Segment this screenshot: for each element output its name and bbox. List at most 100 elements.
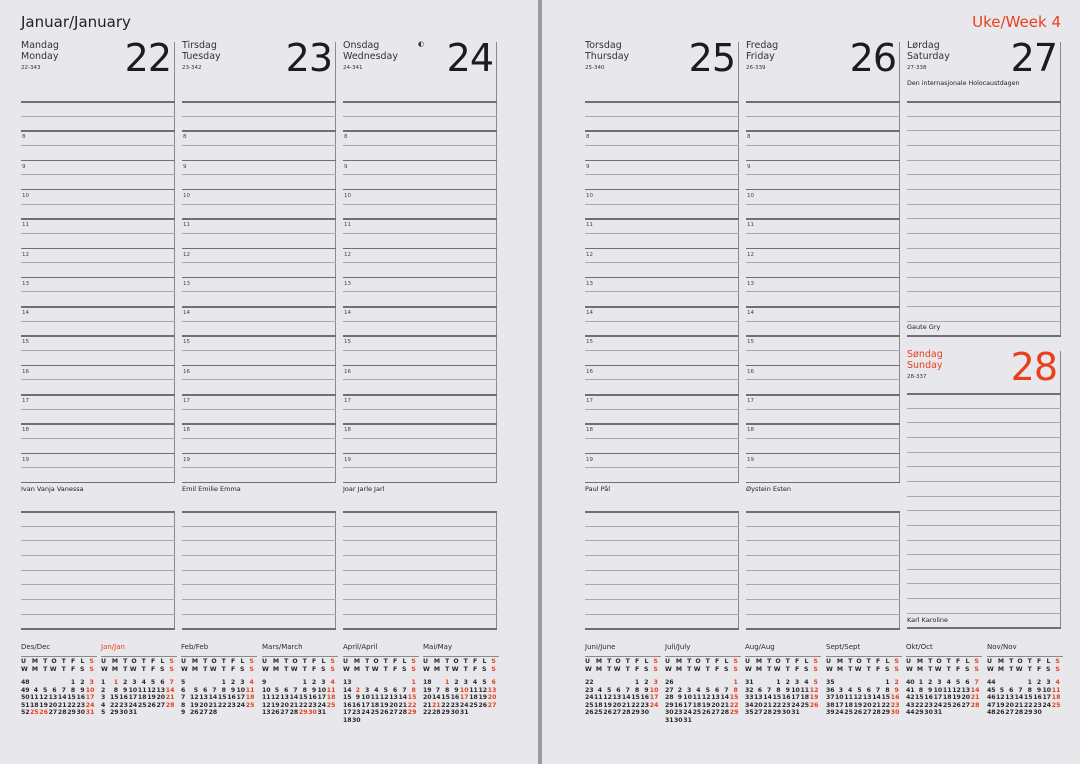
ruled-line (343, 350, 497, 352)
calendar-date: 22 (441, 701, 450, 709)
ruled-line (907, 554, 1061, 556)
calendar-date: 26 (39, 709, 48, 716)
ruled-line (182, 628, 336, 630)
calendar-date: 24 (791, 701, 800, 709)
ruled-line (746, 628, 900, 630)
calendar-date: 3 (794, 679, 800, 686)
week-header: U (906, 658, 912, 665)
calendar-date: 28 (1014, 709, 1024, 716)
hour-label: 15 (183, 339, 190, 346)
weekday-header: F (70, 658, 76, 665)
day-column-tuesday[interactable]: Tirsdag Tuesday 23-342 23 8 9 10 11 12 13 14 15 16 17… (182, 0, 336, 764)
calendar-date: 20 (961, 694, 971, 701)
ruled-line (585, 130, 739, 132)
week-number: 35 (826, 679, 835, 686)
day-column-friday[interactable]: Fredag Friday 26-339 26 8 9 10 11 12 13 14 15 16 17 18… (746, 0, 900, 764)
calendar-date: 3 (463, 679, 468, 686)
ruled-line (21, 188, 175, 191)
calendar-date: 17 (683, 701, 692, 709)
week-number: 15 (343, 694, 352, 701)
calendar-date: 13 (754, 694, 763, 701)
day-name-en: Thursday (585, 50, 630, 62)
week-number: 35 (745, 709, 754, 716)
weekday-header: O (936, 658, 942, 665)
calendar-date: 30 (781, 709, 791, 716)
week-header: W (665, 665, 672, 673)
ruled-line (585, 115, 739, 117)
weekday-header: T (463, 665, 468, 673)
calendar-date: 25 (326, 701, 336, 709)
ruled-line (746, 188, 900, 191)
weekday-header: S (249, 658, 254, 665)
week-number: 13 (262, 709, 271, 716)
day-number: 25 (688, 36, 736, 80)
ruled-line (585, 584, 739, 586)
calendar-date: 24 (128, 701, 138, 709)
day-column-wednesday[interactable]: Onsdag Wednesday 24-341 24 ◐ 8 9 10 11 12 13 14 15 16… (343, 0, 497, 764)
weekday-header: F (714, 665, 720, 673)
calendar-date: 3 (89, 679, 94, 686)
calendar-date: 19 (809, 694, 819, 701)
hour-label: 15 (586, 339, 593, 346)
ruled-line (585, 540, 739, 542)
calendar-date: 9 (311, 686, 317, 694)
day-column-saturday[interactable]: Lørdag Saturday 27-338 27 Den internasjonale… (907, 0, 1061, 764)
weekday-header: T (463, 658, 468, 665)
ruled-line (907, 218, 1061, 220)
day-column-sunday[interactable]: Søndag Sunday 28-337 28 Karl Karoline (907, 0, 1061, 764)
hour-label: 16 (344, 368, 351, 375)
divider (181, 656, 257, 657)
day-column-thursday[interactable]: Torsdag Thursday 25-340 25 8 9 10 11 12 13 14 15 16 1… (585, 0, 739, 764)
weekday-header: F (230, 665, 236, 673)
weekday-header: T (946, 658, 951, 665)
calendar-date: 21 (432, 701, 441, 709)
weekday-header: T (365, 658, 370, 665)
calendar-date: 26 (701, 709, 711, 716)
ruled-line (21, 511, 175, 513)
hour-label: 17 (586, 398, 593, 404)
week-header: W (21, 665, 28, 673)
calendar-date: 10 (317, 686, 327, 694)
week-number: 23 (585, 686, 594, 694)
hour-label: 11 (586, 222, 593, 229)
calendar-date: 24 (1042, 701, 1052, 709)
ruled-line (746, 115, 900, 117)
ruled-line (21, 276, 175, 279)
calendar-date: 8 (70, 686, 76, 694)
day-column-monday[interactable]: Mandag Monday 22-343 22 8 9 10 11 12 13 14 15 16 17 18… (21, 0, 175, 764)
calendar-date: 29 (729, 709, 739, 716)
calendar-date: 16 (119, 694, 128, 701)
calendar-date: 31 (85, 709, 95, 716)
calendar-date: 5 (857, 686, 862, 694)
calendar-date: 29 (915, 709, 924, 716)
calendar-date: 27 (961, 701, 971, 709)
ruled-line (182, 350, 336, 352)
calendar-date: 13 (389, 694, 398, 701)
calendar-date: 27 (754, 709, 763, 716)
weekday-header: T (687, 658, 692, 665)
calendar-date: 31 (459, 709, 469, 716)
hour-label: 9 (586, 163, 590, 170)
ruled-line (585, 101, 739, 103)
calendar-date: 28 (165, 701, 175, 709)
ruled-line (182, 408, 336, 410)
weekday-header: T (141, 658, 146, 665)
calendar-date: 25 (469, 701, 478, 709)
calendar-date: 2 (454, 679, 459, 686)
weekday-header: F (875, 665, 881, 673)
calendar-date: 7 (212, 686, 217, 694)
calendar-date: 28 (57, 709, 67, 716)
calendar-date: 18 (594, 701, 603, 709)
day-name-en: Tuesday (182, 50, 221, 62)
ruled-line (746, 379, 900, 381)
ruled-line (21, 144, 175, 146)
calendar-date: 23 (76, 701, 86, 709)
calendar-date: 25 (800, 701, 810, 709)
ruled-line (907, 510, 1061, 512)
calendar-date: 9 (80, 686, 85, 694)
calendar-date: 1 (776, 679, 781, 686)
weekday-header: W (49, 665, 57, 673)
week-number: 9 (181, 709, 186, 716)
month-title: Januar/January (21, 13, 131, 31)
calendar-date: 2 (677, 686, 682, 694)
